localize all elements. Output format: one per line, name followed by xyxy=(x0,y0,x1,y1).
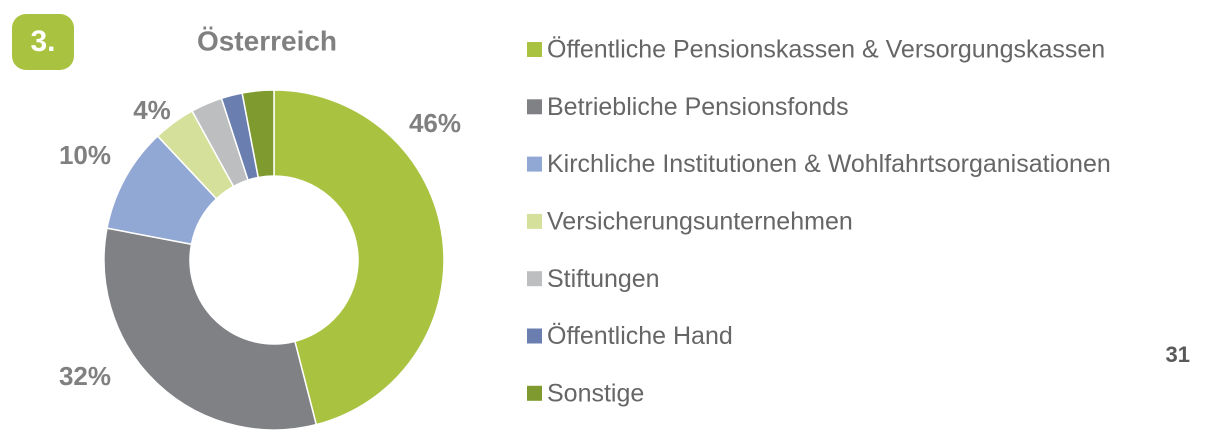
donut-slice xyxy=(103,227,318,430)
data-label: 4% xyxy=(133,95,171,125)
donut-slice xyxy=(273,89,445,426)
donut-slice xyxy=(241,89,275,179)
legend-label: Kirchliche Institutionen & Wohlfahrtsorg… xyxy=(547,150,1111,178)
legend-swatch xyxy=(527,385,542,401)
badge-bg xyxy=(12,14,74,70)
legend-swatch xyxy=(527,42,542,57)
legend-swatch xyxy=(527,271,542,287)
legend-label: Öffentliche Hand xyxy=(547,322,733,350)
legend-label: Öffentliche Pensionskassen & Versorgungs… xyxy=(547,36,1105,64)
data-label: 10% xyxy=(59,140,111,170)
data-label: 32% xyxy=(59,361,111,391)
page-number: 31 xyxy=(1166,342,1190,367)
badge: 3. xyxy=(30,25,55,58)
legend-swatch xyxy=(527,213,542,229)
legend-swatch xyxy=(527,99,542,115)
legend-label: Betriebliche Pensionsfonds xyxy=(547,93,849,121)
legend-swatch xyxy=(527,328,542,344)
legend-label: Stiftungen xyxy=(547,265,660,293)
data-label: 46% xyxy=(409,108,461,138)
legend-label: Versicherungsunternehmen xyxy=(547,208,853,236)
chart-title: Österreich xyxy=(197,25,337,56)
legend-swatch xyxy=(527,156,542,172)
legend-label: Sonstige xyxy=(547,379,644,407)
